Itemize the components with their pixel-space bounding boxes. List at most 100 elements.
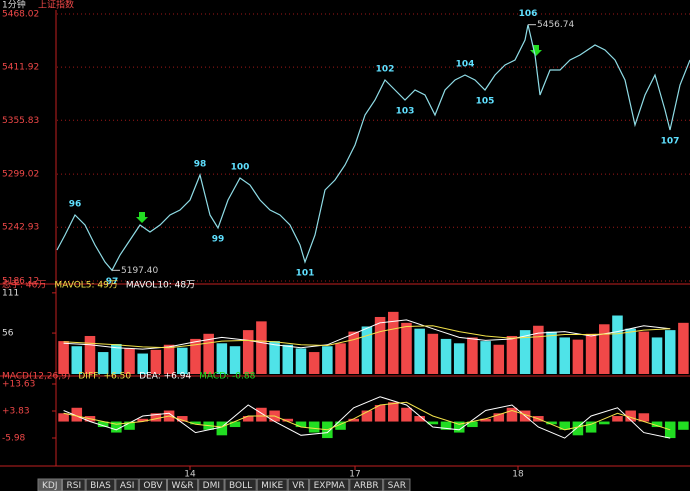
indicator-tab[interactable] (287, 478, 310, 491)
indicator-tab[interactable] (256, 478, 288, 491)
y-tick-label: 5411.92 (2, 63, 39, 73)
bar (229, 421, 241, 428)
indicator-tab[interactable] (349, 478, 384, 491)
bar (111, 421, 122, 433)
y-tick-label: -5.98 (2, 434, 26, 444)
bar (269, 341, 280, 374)
x-tick-label: 17 (349, 470, 360, 480)
indicator-tab[interactable] (224, 478, 257, 491)
tab-label[interactable]: DMI (203, 481, 220, 491)
bar (401, 407, 412, 422)
bar (678, 322, 689, 374)
bar (559, 337, 570, 374)
bar (480, 341, 491, 374)
y-tick-label: 56 (2, 329, 14, 339)
tab-label[interactable]: BOLL (229, 481, 252, 491)
bar (651, 337, 663, 374)
indicator-tab[interactable] (138, 478, 167, 491)
x-tick-label: 14 (184, 470, 196, 480)
bar (84, 335, 96, 374)
indicator-tab[interactable] (198, 478, 225, 491)
tab-label[interactable]: ARBR (354, 481, 379, 491)
indicator-tab[interactable] (167, 478, 199, 491)
price-line (56, 24, 690, 272)
bar (348, 331, 359, 374)
legend-entry: MACD: -0.88 (199, 372, 255, 382)
bar (295, 421, 307, 428)
bar (453, 421, 465, 433)
bar (585, 421, 597, 433)
indicator-line (63, 401, 671, 431)
period: 1分钟 (2, 0, 26, 11)
bar (440, 421, 452, 430)
bar (506, 335, 518, 374)
bar (585, 333, 597, 374)
bar (361, 410, 373, 422)
tab-label[interactable]: EXPMA (314, 481, 346, 491)
bar (559, 421, 570, 430)
bar (71, 346, 83, 374)
bar (97, 352, 109, 374)
bar (177, 416, 188, 422)
bar (150, 413, 162, 422)
bar (612, 315, 623, 374)
bar (124, 348, 135, 374)
tab-label[interactable]: RSI (67, 481, 82, 491)
bar (163, 344, 175, 374)
indicator-tab[interactable] (383, 478, 411, 491)
indicator-tab[interactable] (115, 478, 139, 491)
bar (216, 343, 228, 374)
indicator-tab[interactable] (62, 478, 86, 491)
bar (678, 421, 689, 430)
tab-label[interactable]: ASI (120, 481, 135, 491)
bar (150, 349, 162, 374)
y-tick-label: 5355.83 (2, 116, 39, 126)
bar (638, 413, 650, 422)
bar (414, 328, 425, 374)
wave-label: 101 (296, 269, 315, 279)
bar (388, 402, 399, 422)
signal-arrow (530, 45, 542, 56)
legend-entry: MAVOL10: 48万 (126, 281, 195, 291)
wave-label: 97 (106, 277, 119, 287)
bar (651, 421, 663, 428)
bar (190, 421, 201, 425)
bar (348, 418, 359, 422)
tab-label[interactable]: W&R (172, 481, 194, 491)
bar (572, 421, 584, 436)
bar (612, 416, 623, 422)
tab-label[interactable]: VR (292, 481, 304, 491)
indicator-tab[interactable] (37, 478, 62, 491)
bar (414, 416, 425, 422)
bar (427, 333, 439, 374)
bar (493, 344, 505, 374)
bar (401, 322, 412, 374)
legend-entry: MACD(12,26,9) (2, 372, 70, 382)
bar (308, 352, 320, 374)
wave-label: 106 (519, 9, 538, 19)
bar (467, 337, 478, 374)
indicator-tab[interactable] (85, 478, 116, 491)
y-tick-label: +3.83 (2, 406, 30, 416)
bar (177, 347, 188, 374)
tab-label[interactable]: KDJ (42, 481, 58, 491)
bar (664, 421, 676, 439)
tab-label[interactable]: OBV (143, 481, 163, 491)
legend-entry: DEA: +6.94 (139, 372, 191, 382)
price-label: 5197.40 (121, 266, 158, 276)
price-label: 5456.74 (537, 20, 574, 30)
tab-label[interactable]: SAR (388, 481, 406, 491)
tab-label[interactable]: BIAS (90, 481, 111, 491)
tab-label[interactable]: MIKE (261, 481, 283, 491)
bar (282, 344, 294, 374)
bar (203, 333, 214, 374)
bar (124, 421, 135, 430)
bar (467, 421, 478, 428)
bar (190, 338, 201, 374)
bar (308, 421, 320, 433)
indicator-tab[interactable] (309, 478, 350, 491)
bar (427, 421, 439, 425)
bar (295, 348, 307, 374)
bar (229, 346, 241, 374)
